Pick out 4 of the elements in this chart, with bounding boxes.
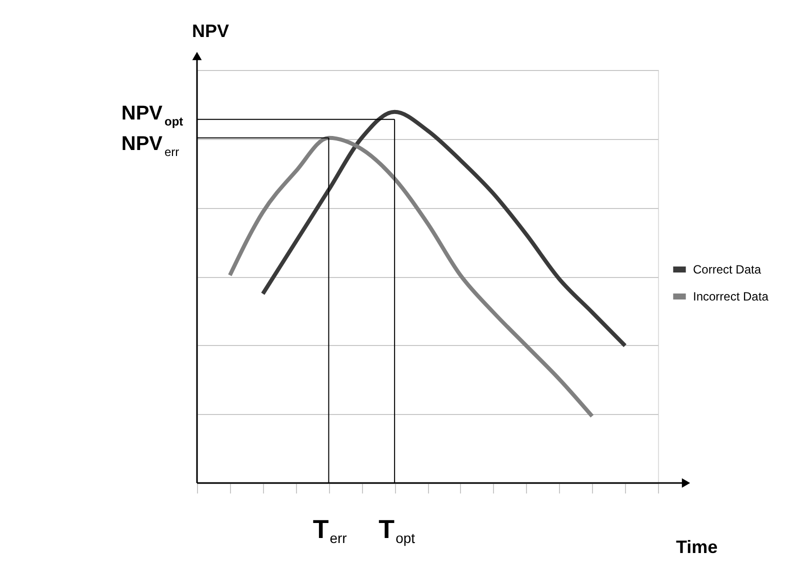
legend-label: Incorrect Data — [693, 290, 769, 304]
x-axis-title: Time — [676, 537, 718, 557]
legend-label: Correct Data — [693, 262, 762, 276]
y-axis-title: NPV — [192, 21, 230, 41]
